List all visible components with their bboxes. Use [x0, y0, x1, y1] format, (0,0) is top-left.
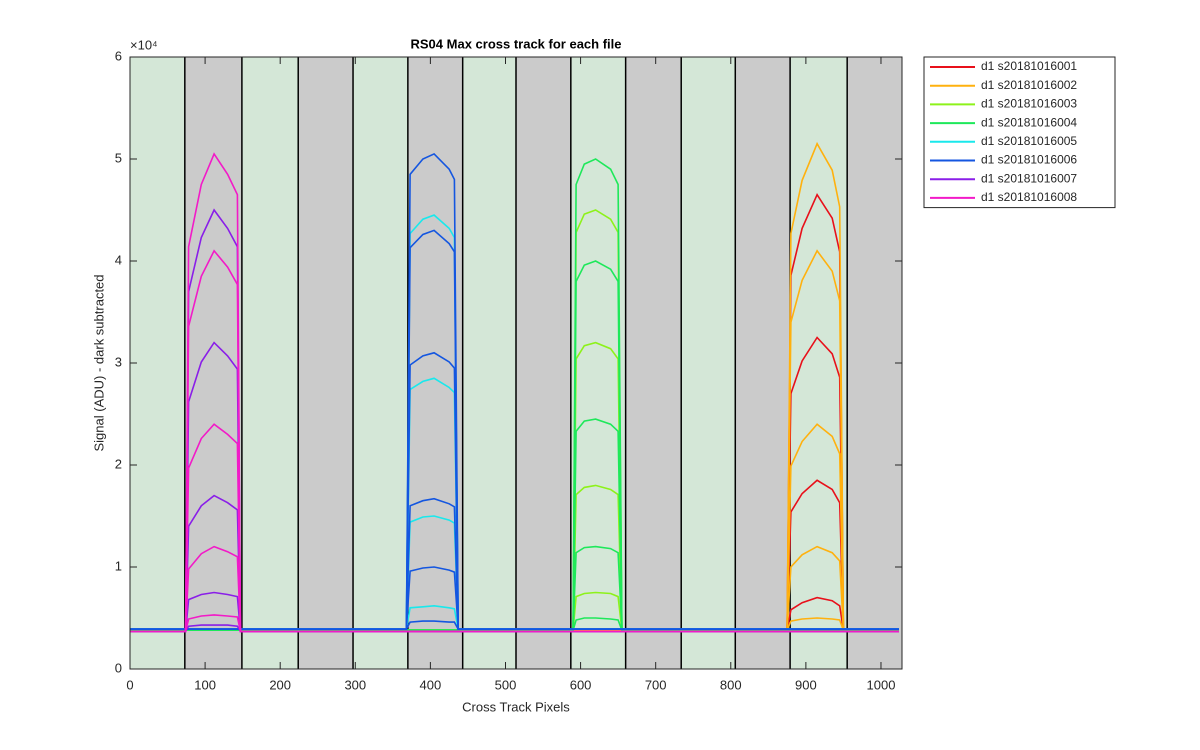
series-line	[130, 418, 899, 631]
series-line	[130, 545, 899, 633]
y-tick-label: 4	[115, 252, 122, 267]
legend-box	[923, 56, 1116, 209]
band	[735, 57, 791, 669]
x-tick-label: 300	[344, 677, 366, 692]
plot-lines	[130, 141, 899, 633]
x-tick-label: 400	[420, 677, 442, 692]
series-line	[130, 423, 899, 631]
band	[570, 57, 626, 669]
x-tick-label: 700	[645, 677, 667, 692]
y-tick-label: 0	[115, 660, 122, 675]
series-line	[130, 617, 899, 631]
y-tick-label: 3	[115, 354, 122, 369]
y-tick-label: 1	[115, 558, 122, 573]
series-line	[130, 566, 899, 630]
x-axis-label: Cross Track Pixels	[462, 699, 570, 714]
legend-label: d1 s20181016003	[981, 97, 1077, 111]
band	[462, 57, 516, 669]
legend-label: d1 s20181016008	[981, 190, 1077, 204]
series-line	[130, 545, 899, 631]
x-tick-label: 800	[720, 677, 742, 692]
band	[353, 57, 408, 669]
series-line	[130, 249, 899, 631]
x-tick-label: 1000	[867, 677, 896, 692]
y-axis-label: Signal (ADU) - dark subtracted	[91, 274, 106, 451]
axes: 0 100 200 300 400 500 600 700 800 900 1000 0 1 2 3 4 5 6	[115, 48, 903, 692]
band	[298, 57, 354, 669]
chart-title: RS04 Max cross track for each file	[411, 36, 622, 51]
x-tick-label: 600	[570, 677, 592, 692]
series-line	[130, 617, 899, 631]
band	[681, 57, 736, 669]
band	[847, 57, 902, 669]
series-line	[130, 351, 899, 630]
legend-label: d1 s20181016005	[981, 134, 1077, 148]
legend-label: d1 s20181016004	[981, 115, 1077, 129]
band	[625, 57, 682, 669]
y-tick-label: 2	[115, 456, 122, 471]
series-line	[130, 423, 899, 633]
y-tick-label: 6	[115, 48, 122, 63]
x-tick-label: 900	[795, 677, 817, 692]
legend: d1 s20181016001 d1 s20181016002 d1 s201810…	[923, 56, 1116, 209]
x-tick-label: 100	[194, 677, 216, 692]
legend-label: d1 s20181016001	[981, 59, 1077, 73]
background-bands	[130, 57, 902, 669]
legend-label: d1 s20181016002	[981, 78, 1077, 92]
band	[790, 57, 848, 669]
series-line	[130, 620, 899, 630]
y-tick-label: 5	[115, 150, 122, 165]
y-multiplier: ×10⁴	[130, 37, 158, 52]
legend-label: d1 s20181016006	[981, 153, 1077, 167]
band	[516, 57, 571, 669]
series-line	[130, 497, 899, 630]
band	[130, 57, 185, 669]
series-line	[130, 249, 899, 633]
legend-label: d1 s20181016007	[981, 171, 1077, 185]
band	[241, 57, 299, 669]
x-tick-label: 0	[126, 677, 133, 692]
series-line	[130, 614, 899, 633]
x-tick-label: 200	[269, 677, 291, 692]
x-tick-label: 500	[495, 677, 517, 692]
series-line	[130, 545, 899, 631]
